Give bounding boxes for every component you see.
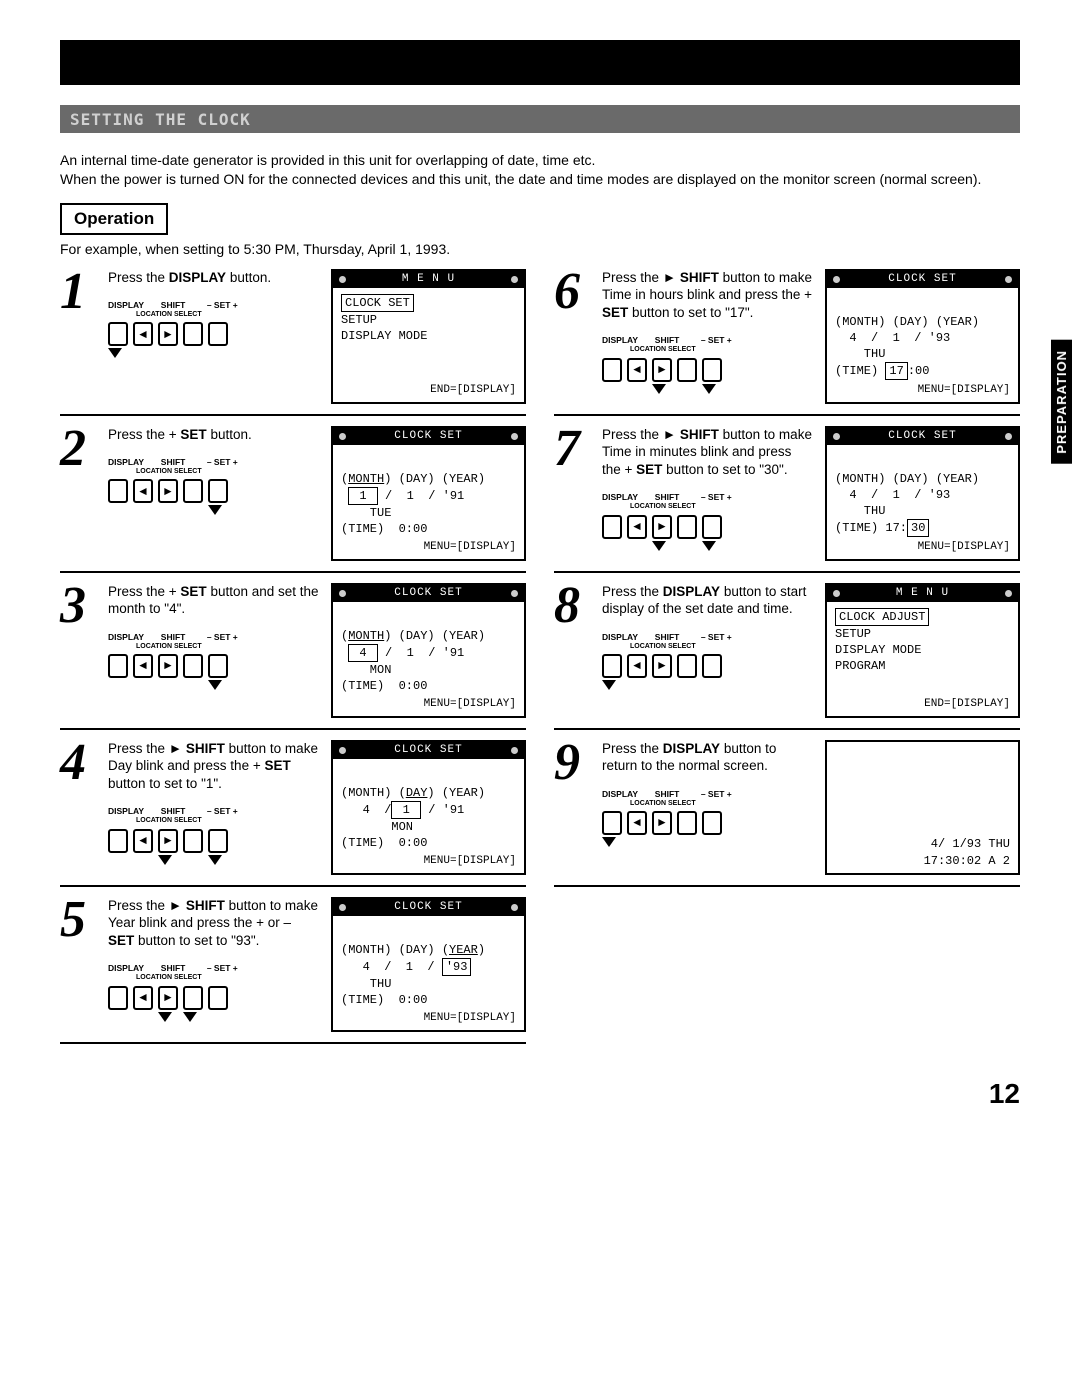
step-7: 7 Press the ► SHIFT button to make Time … (554, 426, 1020, 573)
step-9: 9 Press the DISPLAY button to return to … (554, 740, 1020, 887)
set-minus-button[interactable] (183, 479, 203, 503)
display-button[interactable] (108, 479, 128, 503)
top-black-bar (60, 40, 1020, 85)
step-1: 1 Press the DISPLAY button. DISPLAY SHIF… (60, 269, 526, 416)
section-banner: SETTING THE CLOCK (60, 105, 1020, 133)
right-column: 6 Press the ► SHIFT button to make Time … (554, 269, 1020, 1054)
step-8: 8 Press the DISPLAY button to start disp… (554, 583, 1020, 730)
shift-left-button[interactable]: ◄ (133, 322, 153, 346)
example-line: For example, when setting to 5:30 PM, Th… (60, 241, 1020, 257)
intro-line-2: When the power is turned ON for the conn… (60, 170, 1020, 189)
step-3: 3 Press the + SET button and set the mon… (60, 583, 526, 730)
step-num: 1 (60, 269, 98, 404)
step-4: 4 Press the ► SHIFT button to make Day b… (60, 740, 526, 887)
control-panel: DISPLAY SHIFT – SET + LOCATION SELECT ◄ … (108, 300, 319, 358)
left-column: 1 Press the DISPLAY button. DISPLAY SHIF… (60, 269, 526, 1054)
page-number: 12 (60, 1078, 1020, 1110)
set-plus-button[interactable] (208, 322, 228, 346)
step-6: 6 Press the ► SHIFT button to make Time … (554, 269, 1020, 416)
side-tab-preparation: PREPARATION (1051, 340, 1072, 464)
intro: An internal time-date generator is provi… (60, 151, 1020, 189)
shift-right-button[interactable]: ► (158, 322, 178, 346)
operation-heading: Operation (60, 203, 168, 235)
set-plus-button[interactable] (208, 479, 228, 503)
screen: M E N U CLOCK SET SETUP DISPLAY MODE END… (331, 269, 526, 404)
step-text: Press the DISPLAY button. DISPLAY SHIFT … (108, 269, 319, 404)
section-banner-text: SETTING THE CLOCK (70, 110, 251, 129)
intro-line-1: An internal time-date generator is provi… (60, 151, 1020, 170)
display-button[interactable] (108, 322, 128, 346)
shift-right-button[interactable]: ► (158, 479, 178, 503)
step-5: 5 Press the ► SHIFT button to make Year … (60, 897, 526, 1044)
shift-left-button[interactable]: ◄ (133, 479, 153, 503)
step-2: 2 Press the + SET button. DISPLAY SHIFT … (60, 426, 526, 573)
set-minus-button[interactable] (183, 322, 203, 346)
